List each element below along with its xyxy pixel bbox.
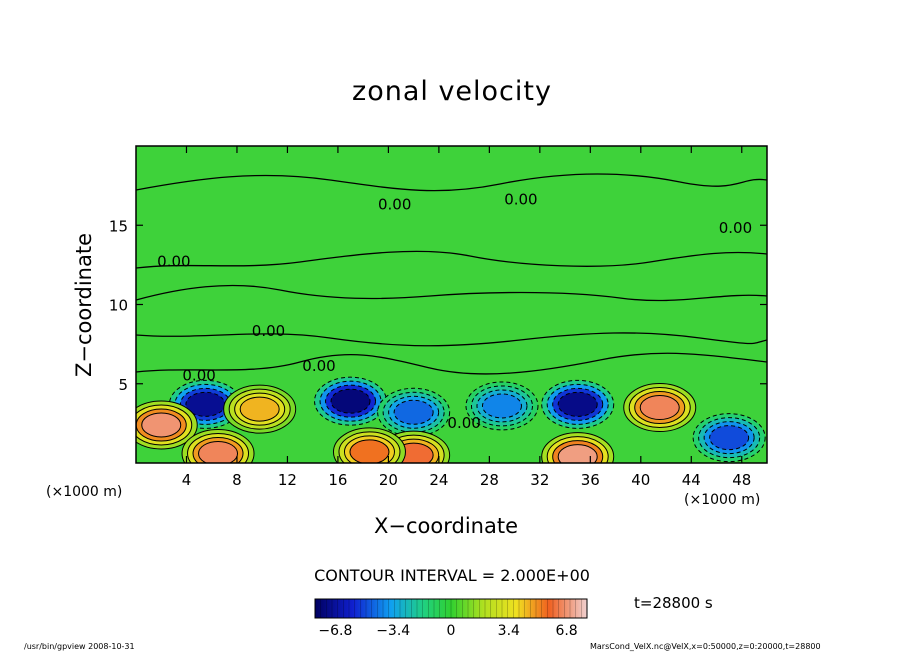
heatmap-cell [141,412,182,438]
heatmap-extremum [314,376,388,426]
x-tick-label: 12 [278,471,297,489]
heatmap-cell [557,391,598,417]
time-label: t=28800 s [634,594,713,612]
contour-label: 0.00 [157,252,190,270]
colorbar-stripes [320,599,582,618]
heatmap-features [136,376,766,463]
x-tick-label: 4 [182,471,192,489]
heatmap-extremum [332,427,406,463]
heatmap-extremum [377,387,451,437]
heatmap-extremum [465,381,539,431]
x-axis: 4 8 12 16 20 24 28 32 36 40 44 48 [182,146,751,489]
x-tick-label: 8 [232,471,242,489]
x-tick-label: 48 [732,471,751,489]
chart-title: zonal velocity [352,76,552,107]
y-tick-label: 10 [109,297,128,315]
colorbar-gradient [314,598,588,619]
colorbar-tick-label: 3.4 [498,623,520,639]
y-axis-label: Z−coordinate [72,233,96,377]
contour-label: 0.00 [302,357,335,375]
y-tick-label: 15 [109,217,128,235]
footer-right: MarsCond_VelX.nc@VelX,x=0:50000,z=0:2000… [590,642,821,651]
heatmap-cell [557,444,598,463]
heatmap-cell [639,395,680,421]
x-tick-label: 16 [328,471,347,489]
heatmap-cell [239,396,280,422]
contour-label: 0.00 [447,414,480,432]
heatmap-extremum [223,384,297,434]
heatmap-extremum [181,428,255,463]
x-unit-right: (×1000 m) [684,492,761,508]
contour-label: 0.00 [719,219,752,237]
y-axis: 5 10 15 [109,217,767,394]
x-tick-label: 32 [530,471,549,489]
colorbar-tick-label: −6.8 [318,623,352,639]
contour-lines [136,173,767,375]
heatmap-cell [330,388,371,414]
heatmap-extremum [623,383,697,433]
heatmap-cell [709,425,750,451]
heatmap-cell [349,439,390,463]
contour-label: 0.00 [378,195,411,213]
contour-label: 0.00 [504,191,537,209]
heatmap-cell [393,399,434,425]
x-axis-label: X−coordinate [374,514,518,538]
x-unit-left: (×1000 m) [46,484,123,500]
colorbar [314,598,588,619]
heatmap-cell [198,440,239,463]
colorbar-tick-label: −3.4 [376,623,410,639]
contour-label: 0.00 [182,367,215,385]
x-tick-label: 44 [682,471,701,489]
x-tick-label: 24 [429,471,448,489]
heatmap-extremum [136,400,198,450]
colorbar-tick-label: 0 [447,623,456,639]
contour-interval: CONTOUR INTERVAL = 2.000E+00 [314,566,590,585]
heatmap-extremum [541,379,615,429]
x-tick-label: 20 [379,471,398,489]
colorbar-tick-label: 6.8 [555,623,577,639]
x-tick-label: 28 [480,471,499,489]
x-tick-label: 40 [631,471,650,489]
colorbar-ticks: −6.8 −3.4 0 3.4 6.8 [318,623,577,639]
contour-labels: 0.00 0.00 0.00 0.00 0.00 0.00 0.00 0.00 [157,191,752,432]
heatmap-extremum [541,432,615,463]
footer-left: /usr/bin/gpview 2008-10-31 [24,642,135,651]
heatmap-cell [481,393,522,419]
x-tick-label: 36 [581,471,600,489]
y-tick-label: 5 [118,376,128,394]
heatmap-extremum [692,413,766,463]
contour-label: 0.00 [252,322,285,340]
